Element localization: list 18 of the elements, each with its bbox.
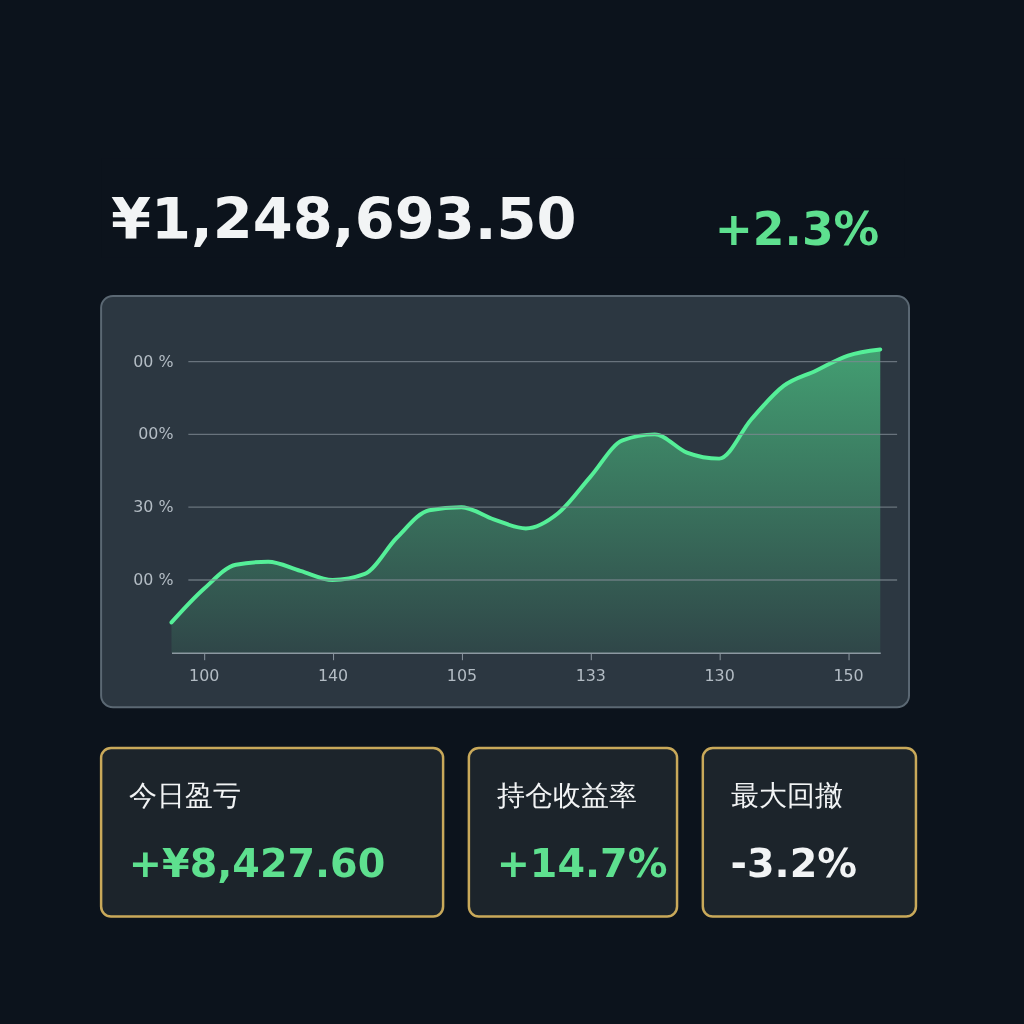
text: 最大回撤 xyxy=(730,779,843,813)
text: +¥8,427.60 xyxy=(128,839,386,886)
text: +2.3% xyxy=(714,203,880,257)
x-tick-label: 130 xyxy=(704,666,735,686)
x-tick-label: 133 xyxy=(575,666,606,686)
x-tick-label: 105 xyxy=(446,666,478,686)
x-tick-label: 140 xyxy=(317,666,349,686)
text: 00 % xyxy=(133,351,174,371)
text: 00 % xyxy=(133,569,174,589)
text: 今日盈亏 xyxy=(128,779,241,813)
x-tick-label: 100 xyxy=(189,666,220,686)
text: -3.2% xyxy=(730,839,857,886)
text: 30 % xyxy=(133,497,174,517)
text: ¥1,248,693.50 xyxy=(111,186,577,254)
text: 持仓收益率 xyxy=(496,779,637,813)
text: 00% xyxy=(138,424,174,444)
text: +14.7% xyxy=(496,839,668,886)
x-tick-label: 150 xyxy=(833,666,864,686)
